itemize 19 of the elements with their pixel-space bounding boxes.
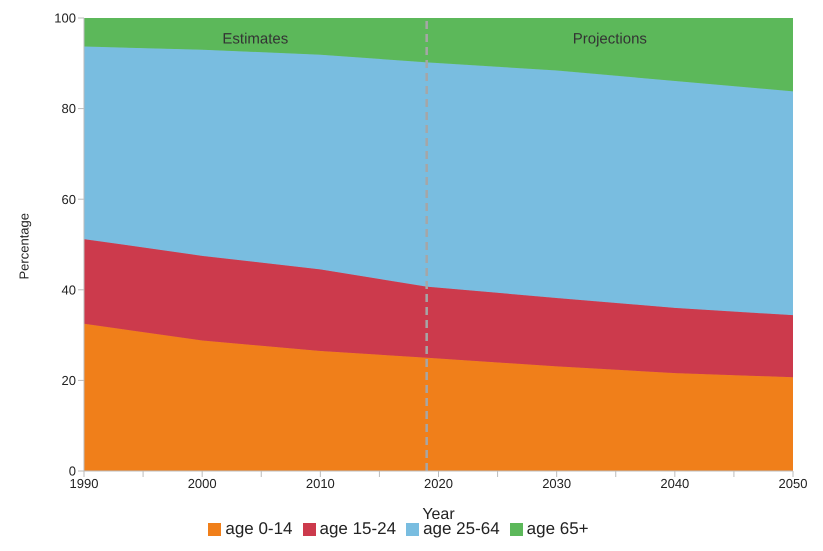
annotation: Projections xyxy=(572,30,647,48)
y-tick-label: 100 xyxy=(54,10,76,26)
y-tick-label: 60 xyxy=(62,192,76,207)
x-tick-label: 2050 xyxy=(778,476,808,492)
x-tick-label: 2000 xyxy=(188,476,217,492)
x-tick-label: 1990 xyxy=(70,476,98,492)
legend-label: age 15-24 xyxy=(320,519,396,538)
x-tick-label: 2020 xyxy=(424,476,453,492)
y-tick-label: 40 xyxy=(62,282,76,298)
annotation: Estimates xyxy=(222,30,288,48)
y-tick-label: 80 xyxy=(62,101,76,116)
x-tick-label: 2010 xyxy=(306,476,335,492)
legend-label: age 65+ xyxy=(526,519,589,538)
y-tick-label: 0 xyxy=(68,464,76,479)
y-axis-title: Percentage xyxy=(16,213,32,280)
y-tick-label: 20 xyxy=(62,373,76,388)
legend-label: age 0-14 xyxy=(225,519,293,538)
x-tick-label: 2030 xyxy=(542,476,572,492)
x-tick-label: 2040 xyxy=(660,476,690,492)
